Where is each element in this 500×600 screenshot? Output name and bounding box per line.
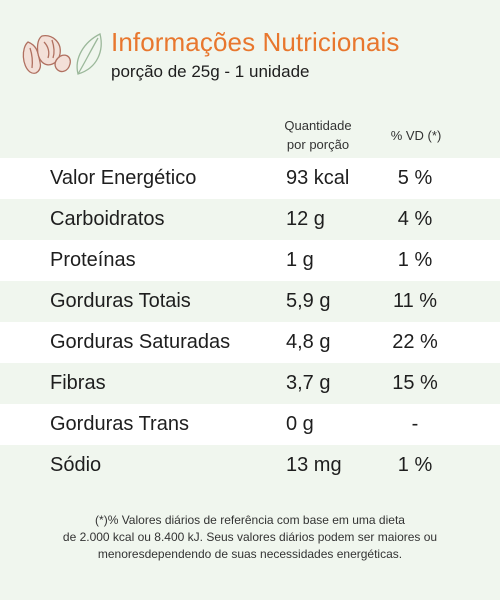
nutrient-name: Fibras [50,372,106,394]
nutrient-name: Gorduras Saturadas [50,331,231,353]
header: Informações Nutricionais porção de 25g -… [0,0,500,100]
page-subtitle: porção de 25g - 1 unidade [111,62,310,81]
nutrient-name: Gorduras Trans [50,413,189,435]
nutrient-name: Gorduras Totais [50,290,191,312]
table-row: Fibras 3,7 g 15 % [0,363,500,404]
nutrient-name: Sódio [50,454,102,476]
column-header-vd: % VD (*) [390,128,442,143]
nutrient-vd: 1 % [397,249,433,271]
nuts-and-leaf-icon [22,33,102,75]
nutrient-name: Carboidratos [50,208,165,230]
nutrient-vd: 11 % [392,290,438,312]
nutrient-vd: 1 % [397,454,433,476]
nutrient-vd: 4 % [397,208,433,230]
nutrient-quantity: 12 g [286,208,325,230]
table-row: Carboidratos 12 g 4 % [0,199,500,240]
table-row: Gorduras Trans 0 g - [0,404,500,445]
nutrient-quantity: 5,9 g [286,290,331,312]
table-row: Proteínas 1 g 1 % [0,240,500,281]
nutrient-vd: 22 % [392,331,438,353]
footnote: (*)% Valores diários de referência com b… [20,512,480,563]
column-header-quantity-line2: por porção [286,137,350,152]
table-row: Valor Energético 93 kcal 5 % [0,158,500,199]
column-header-quantity-line1: Quantidade [284,118,352,133]
nutrient-quantity: 4,8 g [286,331,331,353]
column-header-quantity: Quantidade por porção [268,116,368,154]
nutrient-quantity: 1 g [286,249,314,271]
nutrient-quantity: 93 kcal [286,167,350,189]
nutrient-quantity: 3,7 g [286,372,331,394]
nutrient-vd: - [411,413,419,435]
nutrient-vd: 5 % [397,167,433,189]
footnote-line: (*)% Valores diários de referência com b… [95,513,405,527]
table-row: Gorduras Saturadas 4,8 g 22 % [0,322,500,363]
table-row: Gorduras Totais 5,9 g 11 % [0,281,500,322]
nutrient-vd: 15 % [392,372,438,394]
nutrient-name: Proteínas [50,249,136,271]
footnote-line: de 2.000 kcal ou 8.400 kJ. Seus valores … [62,530,438,544]
footnote-line: menoresdependendo de suas necessidades e… [97,547,403,561]
nutrient-quantity: 13 mg [286,454,342,476]
nutrient-name: Valor Energético [50,167,197,189]
nutrition-table: Valor Energético 93 kcal 5 % Carboidrato… [0,158,500,486]
page-title: Informações Nutricionais [111,27,400,57]
table-row: Sódio 13 mg 1 % [0,445,500,486]
nutrient-quantity: 0 g [286,413,314,435]
